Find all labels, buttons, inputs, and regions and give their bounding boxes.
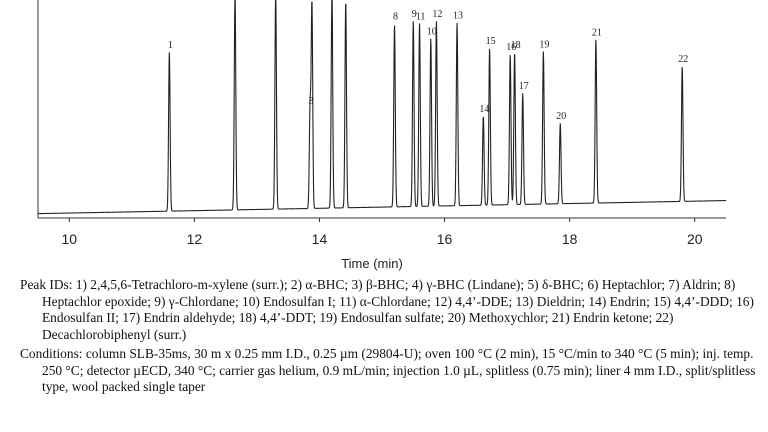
peak-label-9: 9 (412, 9, 417, 20)
x-tick-label: 16 (437, 231, 453, 247)
x-tick-label: 12 (187, 231, 203, 247)
x-ticks: 10 12 14 16 18 20 (61, 218, 703, 247)
x-axis-title: Time (min) (341, 256, 403, 271)
peak-label-6: 6 (310, 0, 315, 3)
conditions-text: Conditions: column SLB-35ms, 30 m x 0.25… (20, 346, 756, 394)
peak-label-18: 18 (511, 40, 521, 51)
x-tick-label: 14 (312, 231, 328, 247)
peak-label-15: 15 (486, 36, 496, 47)
peak-ids-text: Peak IDs: 1) 2,4,5,6-Tetrachloro-m-xylen… (20, 277, 754, 342)
peak-label-12: 12 (432, 9, 442, 20)
peak-label-8: 8 (393, 12, 398, 23)
peak-label-19: 19 (539, 39, 549, 50)
chromatogram-trace (37, 0, 727, 215)
peak-label-21: 21 (592, 28, 602, 39)
peak-label-13: 13 (453, 11, 463, 22)
peak-label-17: 17 (519, 81, 529, 92)
x-tick-label: 20 (687, 231, 703, 247)
peak-label-11: 11 (416, 11, 426, 22)
peak-labels: 13678910111213141516181719202122 (168, 0, 688, 122)
x-tick-label: 10 (61, 231, 77, 247)
peak-label-3: 3 (309, 96, 314, 107)
peak-label-10: 10 (427, 26, 437, 37)
peak-label-14: 14 (479, 104, 489, 115)
peak-label-1: 1 (168, 40, 173, 51)
peak-label-20: 20 (556, 111, 566, 122)
figure-caption: Peak IDs: 1) 2,4,5,6-Tetrachloro-m-xylen… (20, 277, 764, 399)
peak-label-16: 16 (506, 42, 516, 53)
x-tick-label: 18 (562, 231, 578, 247)
peak-label-22: 22 (678, 54, 688, 65)
plot-frame (37, 0, 726, 219)
